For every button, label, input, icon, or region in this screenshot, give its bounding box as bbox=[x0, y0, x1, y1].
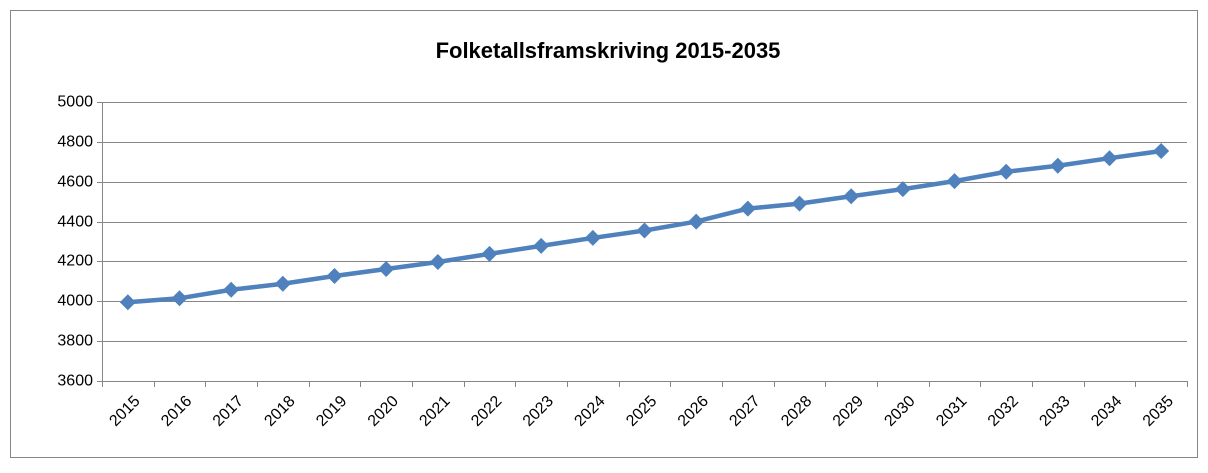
y-tick-label: 4200 bbox=[57, 253, 93, 270]
marker bbox=[274, 275, 291, 292]
y-tick-label: 4600 bbox=[57, 174, 93, 191]
y-tick-label: 4400 bbox=[57, 214, 93, 231]
marker bbox=[584, 229, 601, 246]
marker bbox=[1049, 157, 1066, 174]
marker bbox=[843, 188, 860, 205]
y-tick-label: 3800 bbox=[57, 333, 93, 350]
y-tick-label: 3600 bbox=[57, 373, 93, 390]
marker bbox=[1101, 150, 1118, 167]
marker bbox=[481, 245, 498, 262]
chart-frame bbox=[10, 10, 1198, 458]
marker bbox=[894, 181, 911, 198]
marker bbox=[1153, 143, 1170, 160]
marker bbox=[998, 163, 1015, 180]
marker bbox=[326, 267, 343, 284]
marker bbox=[223, 281, 240, 298]
marker bbox=[533, 237, 550, 254]
marker bbox=[636, 222, 653, 239]
y-tick-label: 4000 bbox=[57, 293, 93, 310]
y-tick-label: 4800 bbox=[57, 134, 93, 151]
marker bbox=[119, 294, 136, 311]
y-tick-label: 5000 bbox=[57, 94, 93, 111]
marker bbox=[946, 173, 963, 190]
marker bbox=[791, 195, 808, 212]
marker bbox=[688, 213, 705, 230]
marker bbox=[171, 290, 188, 307]
marker bbox=[378, 261, 395, 278]
chart-title: Folketallsframskriving 2015-2035 bbox=[436, 38, 781, 63]
marker bbox=[739, 200, 756, 217]
marker bbox=[429, 254, 446, 271]
